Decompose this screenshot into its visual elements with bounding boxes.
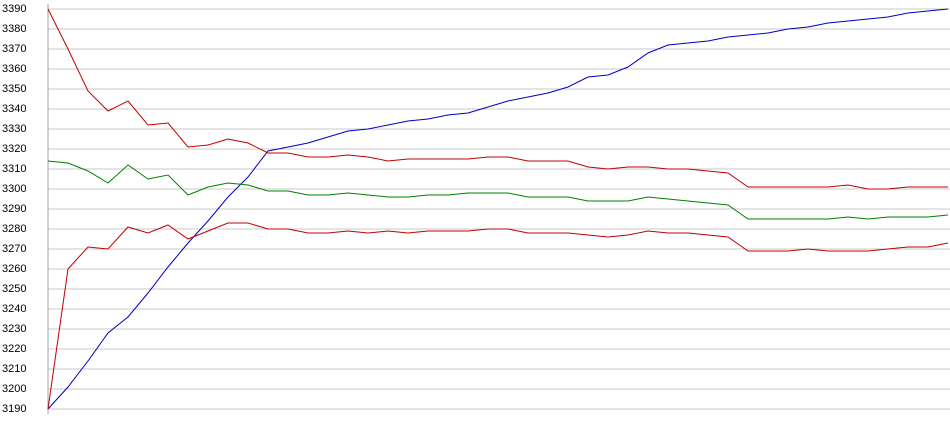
y-tick-label: 3210 xyxy=(2,363,26,375)
series-line xyxy=(47,8,949,410)
y-tick-label: 3390 xyxy=(2,3,26,15)
y-tick-label: 3320 xyxy=(2,143,26,155)
y-tick-label: 3360 xyxy=(2,63,26,75)
series-line xyxy=(47,222,949,410)
y-tick-label: 3340 xyxy=(2,103,26,115)
y-tick-label: 3300 xyxy=(2,183,26,195)
y-tick-label: 3270 xyxy=(2,243,26,255)
y-tick-label: 3280 xyxy=(2,223,26,235)
y-tick-label: 3290 xyxy=(2,203,26,215)
y-tick-label: 3310 xyxy=(2,163,26,175)
y-tick-label: 3220 xyxy=(2,343,26,355)
y-tick-label: 3260 xyxy=(2,263,26,275)
y-tick-label: 3380 xyxy=(2,23,26,35)
series-line xyxy=(47,160,949,220)
y-tick-label: 3230 xyxy=(2,323,26,335)
y-tick-label: 3350 xyxy=(2,83,26,95)
y-tick-label: 3330 xyxy=(2,123,26,135)
y-tick-label: 3200 xyxy=(2,383,26,395)
y-tick-label: 3190 xyxy=(2,403,26,415)
y-tick-label: 3250 xyxy=(2,283,26,295)
y-tick-label: 3370 xyxy=(2,43,26,55)
series-line xyxy=(47,8,948,190)
y-tick-label: 3240 xyxy=(2,303,26,315)
